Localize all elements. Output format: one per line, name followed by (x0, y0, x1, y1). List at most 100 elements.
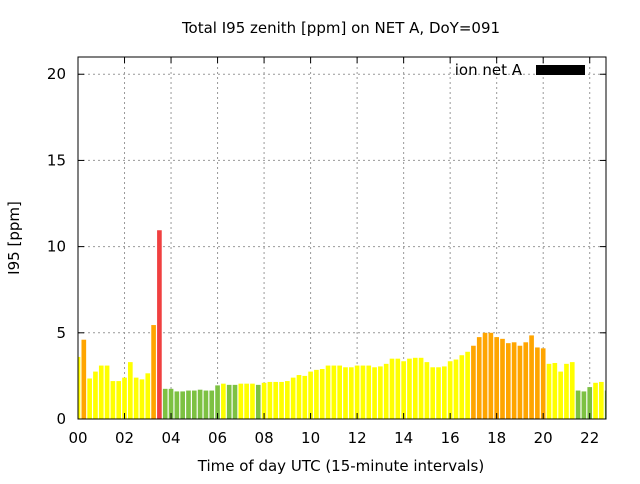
bar (331, 365, 337, 419)
bar (581, 391, 587, 419)
bar (424, 362, 430, 419)
y-tick-label: 5 (56, 324, 66, 342)
bar (168, 388, 174, 419)
bar (203, 390, 209, 419)
bar (348, 367, 354, 419)
bar (314, 369, 319, 419)
y-tick-label: 10 (47, 238, 66, 256)
x-tick-label: 00 (68, 429, 87, 447)
bar (157, 230, 162, 419)
axis-ticks: 0 5 10 15 20 00 02 04 06 08 10 12 14 16 18 20 22 (47, 57, 606, 447)
bar (604, 390, 606, 419)
bar (343, 367, 348, 419)
bar (599, 381, 604, 419)
bar (517, 345, 523, 419)
bar (540, 348, 546, 419)
bar (366, 365, 372, 419)
bar (180, 391, 185, 419)
x-axis-label: Time of day UTC (15-minute intervals) (197, 457, 484, 475)
bar (162, 388, 168, 419)
bar (436, 367, 441, 419)
bar (273, 381, 279, 419)
bar (232, 384, 238, 419)
y-tick-label: 15 (47, 151, 66, 169)
legend-label: ion net A (455, 61, 523, 79)
bar (488, 332, 494, 419)
bar (290, 377, 296, 419)
bar (87, 378, 92, 419)
bar (401, 361, 406, 419)
bar (442, 366, 447, 419)
x-tick-label: 10 (301, 429, 320, 447)
bar (110, 381, 116, 419)
bar (500, 338, 505, 419)
bar (145, 373, 151, 419)
bar (93, 371, 98, 419)
bar (372, 367, 377, 419)
bar (587, 387, 593, 419)
x-tick-label: 14 (394, 429, 413, 447)
bar (407, 358, 412, 419)
bar (593, 382, 598, 419)
bar (465, 351, 470, 419)
bar (564, 363, 569, 419)
bar (191, 390, 197, 419)
y-axis-label: I95 [ppm] (5, 201, 23, 275)
x-tick-label: 22 (580, 429, 599, 447)
bar (308, 371, 313, 419)
bar (389, 358, 395, 419)
bar (302, 375, 308, 419)
bar (535, 347, 540, 419)
bar (186, 390, 191, 419)
x-tick-label: 18 (487, 429, 506, 447)
legend-swatch (536, 65, 585, 75)
bar (354, 365, 360, 419)
bar (383, 363, 389, 419)
bar (209, 390, 215, 419)
bar (494, 337, 500, 419)
x-tick-label: 20 (534, 429, 553, 447)
x-tick-label: 04 (161, 429, 180, 447)
bar (337, 365, 342, 419)
bar (221, 383, 226, 419)
bar (325, 365, 331, 419)
bar (575, 390, 581, 419)
bar (78, 356, 81, 419)
bar (378, 366, 383, 419)
bar (447, 361, 453, 419)
plot-frame (77, 56, 607, 420)
bar (226, 384, 232, 419)
x-tick-label: 12 (348, 429, 367, 447)
bar (511, 342, 517, 419)
bar (261, 382, 267, 419)
bar (412, 357, 418, 419)
x-tick-label: 16 (441, 429, 460, 447)
bar (98, 365, 104, 419)
bar (546, 363, 552, 419)
bar (116, 381, 122, 419)
x-tick-label: 06 (208, 429, 227, 447)
x-tick-label: 08 (255, 429, 274, 447)
bar (238, 383, 244, 419)
bar (471, 345, 476, 419)
bar (128, 362, 133, 419)
bar (151, 325, 156, 419)
bar (569, 362, 575, 419)
bar (360, 365, 366, 419)
bar (523, 342, 529, 419)
bar (139, 379, 145, 419)
bar (482, 332, 488, 419)
bar (267, 381, 273, 419)
bar (250, 383, 255, 419)
bar (215, 385, 220, 419)
bar (296, 375, 302, 419)
bar (552, 362, 558, 419)
bar (174, 391, 180, 419)
bar (453, 359, 459, 419)
bars (78, 230, 606, 419)
bar (81, 339, 87, 419)
bar (529, 335, 534, 419)
bar (430, 367, 436, 419)
bar (285, 381, 290, 419)
